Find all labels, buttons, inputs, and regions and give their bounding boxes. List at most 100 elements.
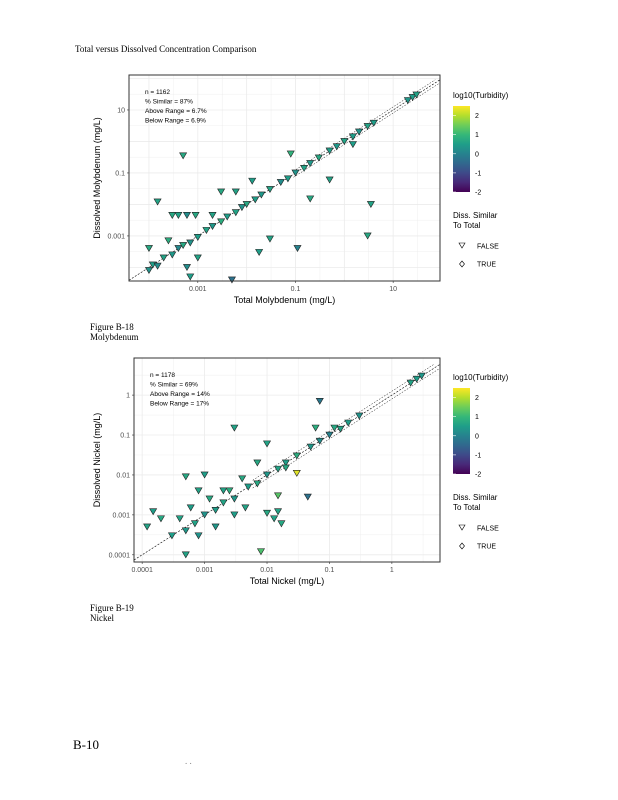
data-point	[336, 425, 345, 433]
data-point	[325, 147, 334, 155]
colorbar-tick-label: -1	[475, 452, 481, 459]
data-point	[303, 493, 312, 501]
data-point	[348, 133, 357, 141]
data-point	[363, 123, 372, 131]
y-tick-label: 1	[126, 393, 130, 400]
data-point	[159, 254, 168, 262]
data-point	[355, 128, 364, 136]
y-tick-label: 0.1	[115, 170, 125, 177]
colorbar-tick-label: 2	[475, 395, 479, 402]
data-point	[273, 492, 283, 500]
data-point	[223, 213, 232, 221]
shape-legend-title: To Total	[453, 503, 481, 512]
data-point	[369, 119, 378, 127]
data-point	[306, 195, 315, 203]
data-point	[281, 464, 290, 472]
color-legend-title: log10(Turbidity)	[453, 91, 509, 100]
shape-legend-title: To Total	[453, 221, 481, 230]
data-point	[193, 254, 202, 262]
colorbar-tick-label: 0	[475, 151, 479, 158]
data-point	[179, 242, 188, 249]
y-tick-label: 10	[117, 107, 125, 114]
data-point	[283, 175, 292, 183]
data-point	[231, 188, 240, 196]
data-point	[292, 452, 301, 460]
data-point	[281, 459, 290, 467]
data-point	[190, 520, 199, 528]
x-tick-label: 0.1	[291, 286, 301, 293]
data-point	[175, 515, 184, 523]
figure-caption: Molybdenum	[90, 332, 139, 342]
data-point	[230, 511, 239, 519]
data-point	[412, 375, 421, 383]
data-point	[174, 212, 183, 219]
data-point	[262, 440, 272, 448]
data-point	[181, 473, 190, 481]
data-point	[253, 459, 262, 467]
colorbar-tick-label: 2	[475, 113, 479, 120]
data-point	[291, 169, 300, 177]
data-point	[225, 487, 234, 495]
data-point	[363, 232, 372, 240]
x-tick-label: 0.1	[325, 567, 335, 574]
data-point	[202, 227, 211, 234]
data-point	[231, 209, 240, 217]
stats-annotation: % Similar = 69%	[150, 382, 198, 389]
data-point	[315, 437, 324, 445]
y-tick-label: 0.1	[120, 433, 130, 440]
stats-annotation: Below Range = 6.9%	[145, 118, 206, 125]
data-point	[255, 249, 264, 256]
data-point	[200, 471, 209, 479]
data-point	[256, 548, 265, 556]
shape-legend-label: TRUE	[477, 262, 496, 269]
color-legend-title: log10(Turbidity)	[453, 373, 509, 382]
data-point	[168, 212, 177, 219]
data-point	[244, 483, 253, 491]
stats-annotation: % Similar = 87%	[145, 99, 193, 106]
stats-annotation: Above Range = 6.7%	[145, 108, 207, 115]
data-point	[273, 508, 283, 516]
data-point	[265, 186, 274, 194]
data-point	[205, 495, 214, 503]
data-point	[242, 201, 251, 209]
data-point	[211, 507, 220, 514]
data-point	[143, 523, 152, 531]
figure-label: Figure B-19	[90, 603, 134, 613]
data-point	[153, 262, 162, 270]
y-axis-title: Dissolved Molybdenum (mg/L)	[92, 117, 102, 239]
data-point	[217, 218, 226, 226]
stats-annotation: n = 1178	[150, 372, 175, 379]
data-point	[253, 480, 262, 488]
data-point	[186, 504, 195, 512]
colorbar-tick-label: -1	[475, 170, 481, 177]
x-tick-label: 0.01	[260, 567, 274, 574]
data-point	[366, 201, 375, 209]
footer-dots: . .	[185, 756, 192, 766]
colorbar-tick-label: -2	[475, 190, 481, 197]
data-point	[179, 152, 188, 160]
data-point	[217, 188, 226, 196]
data-point	[219, 499, 228, 507]
data-point	[230, 424, 239, 432]
data-point	[174, 245, 183, 253]
triangle-down-icon	[458, 524, 466, 531]
data-point	[412, 91, 421, 99]
data-point	[262, 471, 272, 479]
figure-caption: Nickel	[90, 613, 114, 623]
data-point	[156, 515, 165, 523]
colorbar	[453, 106, 470, 192]
data-point	[417, 372, 426, 380]
data-point	[241, 504, 250, 512]
data-point	[193, 234, 202, 241]
shape-legend-title: Diss. Similar	[453, 211, 498, 220]
data-point	[219, 487, 228, 495]
data-point	[182, 212, 191, 219]
data-point	[325, 431, 334, 439]
figure-label: Figure B-18	[90, 322, 134, 332]
data-point	[408, 94, 417, 102]
data-point	[194, 487, 203, 495]
data-point	[292, 469, 301, 477]
triangle-down-icon	[458, 242, 466, 249]
data-point	[144, 245, 153, 253]
